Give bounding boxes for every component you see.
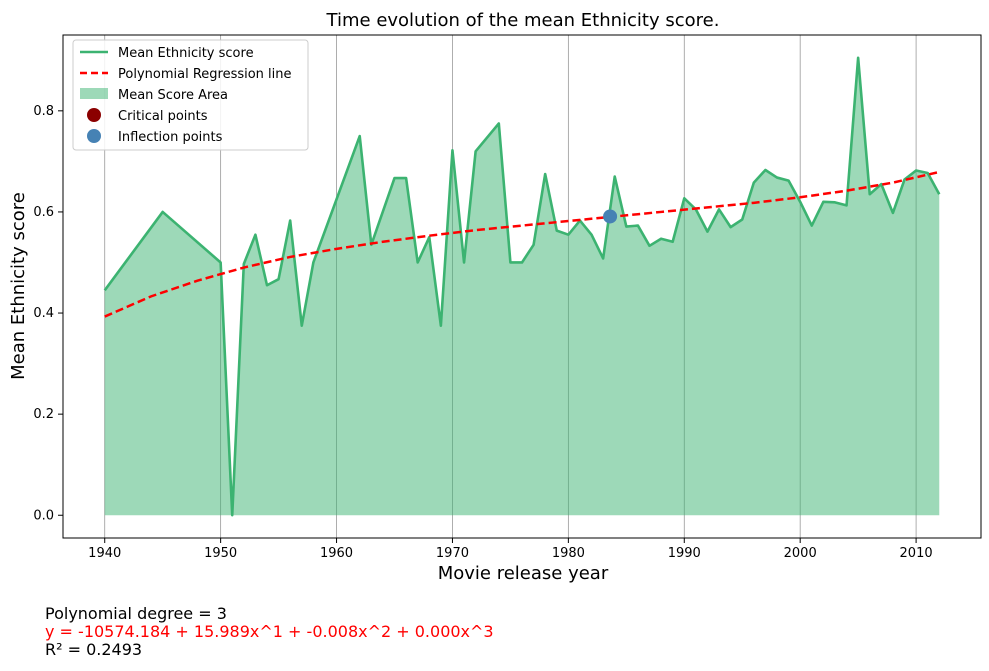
x-tick-label: 1940 [88,546,121,561]
x-tick-label: 1950 [204,546,237,561]
legend-inflection-marker [87,129,101,143]
line-layer [103,56,941,517]
x-tick-label: 2000 [784,546,817,561]
chart-title: Time evolution of the mean Ethnicity sco… [326,10,720,31]
area-layer [104,57,940,516]
regression-notes: Polynomial degree = 3 y = -10574.184 + 1… [45,605,494,659]
degree-text: Polynomial degree = 3 [45,604,227,623]
inflection-point [603,209,618,224]
x-tick-label: 1980 [552,546,585,561]
y-tick-label: 0.8 [33,104,54,119]
y-tick-label: 0.4 [33,306,54,321]
equation-text: y = -10574.184 + 15.989x^1 + -0.008x^2 +… [45,622,494,641]
y-tick-label: 0.2 [33,407,54,422]
legend-critical-marker [87,108,101,122]
legend-label: Critical points [118,109,208,124]
x-axis: 1940 1950 1960 1970 1980 1990 2000 2010 [88,538,933,561]
r2-text: R² = 0.2493 [45,640,143,659]
legend-label: Mean Ethnicity score [118,46,254,61]
y-tick-label: 0.0 [33,508,54,523]
y-axis: 0.0 0.2 0.4 0.6 0.8 [33,104,63,523]
legend-label: Mean Score Area [118,88,228,103]
y-axis-label: Mean Ethnicity score [8,192,29,380]
x-axis-label: Movie release year [438,563,609,584]
legend-box [72,39,309,151]
legend-area-swatch [80,88,108,99]
y-tick-label: 0.6 [33,205,54,220]
regression-line [104,170,940,318]
x-tick-label: 2010 [900,546,933,561]
mean-score-line [103,56,941,517]
x-tick-label: 1970 [436,546,469,561]
marker-layer [603,209,618,224]
x-tick-label: 1960 [320,546,353,561]
legend-label: Polynomial Regression line [118,67,292,82]
legend-label: Inflection points [118,130,223,145]
plot-frame [62,34,982,539]
x-tick-label: 1990 [668,546,701,561]
legend: Mean Ethnicity score Polynomial Regressi… [72,39,309,151]
mean-score-area [104,57,940,516]
